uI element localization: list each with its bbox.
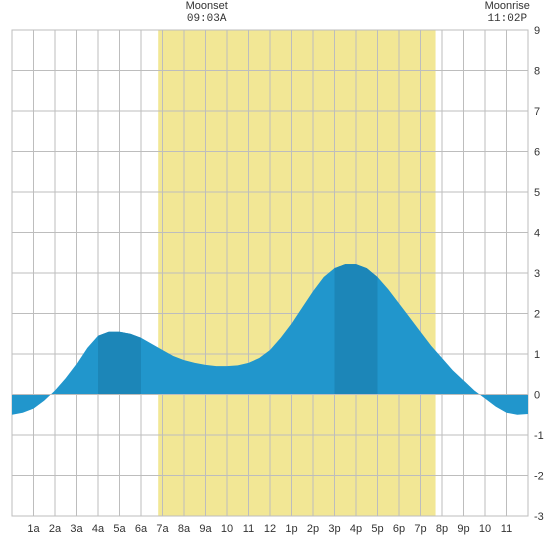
y-tick-label: 7 — [534, 106, 540, 118]
x-tick-label: 9p — [457, 523, 469, 535]
x-tick-label: 4p — [350, 523, 362, 535]
tide-chart: -3-2-101234567891a2a3a4a5a6a7a8a9a101112… — [0, 0, 550, 550]
chart-svg: -3-2-101234567891a2a3a4a5a6a7a8a9a101112… — [0, 0, 550, 550]
x-tick-label: 3p — [328, 523, 340, 535]
moonrise-label: Moonrise 11:02P — [485, 0, 530, 26]
x-tick-label: 3a — [70, 523, 83, 535]
x-tick-label: 2p — [307, 523, 319, 535]
x-tick-label: 11 — [243, 523, 254, 535]
x-tick-label: 1p — [285, 523, 297, 535]
x-tick-label: 6p — [393, 523, 405, 535]
y-tick-label: 3 — [534, 268, 540, 280]
moonset-title: Moonset — [186, 0, 228, 13]
x-tick-label: 10 — [479, 523, 491, 535]
y-tick-label: -1 — [534, 430, 544, 442]
moonset-label: Moonset 09:03A — [186, 0, 228, 26]
x-tick-label: 5p — [371, 523, 383, 535]
tide-area-shade — [335, 264, 378, 394]
x-tick-label: 2a — [49, 523, 62, 535]
x-tick-label: 11 — [501, 523, 512, 535]
y-tick-label: 2 — [534, 309, 540, 321]
y-tick-label: 6 — [534, 147, 540, 159]
x-tick-label: 7a — [156, 523, 169, 535]
x-tick-label: 9a — [199, 523, 212, 535]
x-tick-label: 1a — [27, 523, 40, 535]
x-tick-label: 12 — [264, 523, 276, 535]
x-tick-label: 6a — [135, 523, 148, 535]
y-tick-label: -2 — [534, 471, 544, 483]
y-tick-label: 0 — [534, 390, 540, 402]
y-tick-label: 1 — [534, 349, 540, 361]
x-tick-label: 8a — [178, 523, 191, 535]
x-tick-label: 8p — [436, 523, 448, 535]
y-tick-label: 9 — [534, 25, 540, 37]
moonrise-time: 11:02P — [485, 13, 530, 26]
x-tick-label: 5a — [113, 523, 126, 535]
x-tick-label: 4a — [92, 523, 105, 535]
y-tick-label: -3 — [534, 511, 544, 523]
moonset-time: 09:03A — [186, 13, 228, 26]
x-tick-label: 10 — [221, 523, 233, 535]
x-tick-label: 7p — [414, 523, 426, 535]
y-tick-label: 8 — [534, 66, 540, 78]
tide-area-shade — [98, 332, 141, 395]
y-tick-label: 5 — [534, 187, 540, 199]
y-tick-label: 4 — [534, 228, 540, 240]
moonrise-title: Moonrise — [485, 0, 530, 13]
